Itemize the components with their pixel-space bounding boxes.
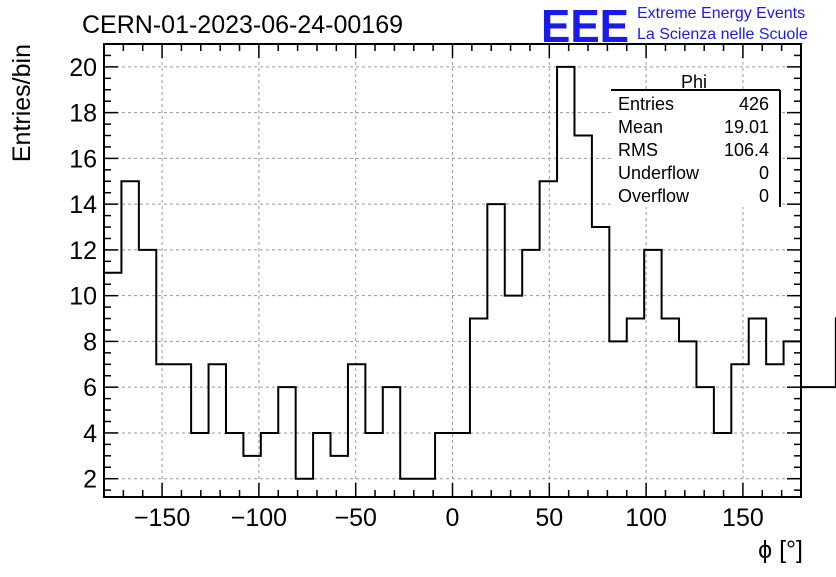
stats-label-mean: Mean [618,117,663,137]
x-tick-label: 150 [722,504,764,532]
x-axis-ticks: −150 −100 −50 0 50 100 150 [122,44,783,532]
eee-logo: EEE [541,0,629,52]
x-tick-label: 100 [625,504,667,532]
stats-value-underflow: 0 [759,163,769,183]
project-name: Extreme Energy Events [637,5,805,22]
stats-value-mean: 19.01 [724,117,769,137]
y-tick-label: 8 [83,328,97,356]
x-tick-label: −100 [231,504,287,532]
y-tick-label: 4 [83,420,97,448]
y-tick-label: 20 [69,54,97,82]
stats-box: Phi Entries 426 Mean 19.01 RMS 106.4 Und… [611,72,781,207]
y-axis-ticks: 2 4 6 8 10 12 14 16 18 20 [69,54,801,494]
stats-value-overflow: 0 [759,186,769,206]
x-tick-label: 50 [535,504,563,532]
run-title: CERN-01-2023-06-24-00169 [82,11,403,39]
y-tick-label: 2 [83,466,97,494]
y-tick-label: 16 [69,145,97,173]
stats-box-title: Phi [681,72,707,92]
x-axis-label: ϕ [°] [758,536,803,564]
stats-label-underflow: Underflow [618,163,700,183]
x-tick-label: 0 [446,504,460,532]
stats-label-entries: Entries [618,94,674,114]
x-tick-label: −50 [334,504,376,532]
stats-label-rms: RMS [618,140,658,160]
stats-value-entries: 426 [739,94,769,114]
project-subtitle: La Scienza nelle Scuole [637,26,808,43]
x-tick-label: −150 [134,504,190,532]
y-tick-label: 12 [69,237,97,265]
stats-label-overflow: Overflow [618,186,690,206]
y-tick-label: 14 [69,191,97,219]
y-tick-label: 18 [69,100,97,128]
stats-box-background [611,91,780,207]
stats-value-rms: 106.4 [724,140,769,160]
y-axis-label: Entries/bin [8,44,36,162]
y-tick-label: 6 [83,374,97,402]
y-tick-label: 10 [69,283,97,311]
